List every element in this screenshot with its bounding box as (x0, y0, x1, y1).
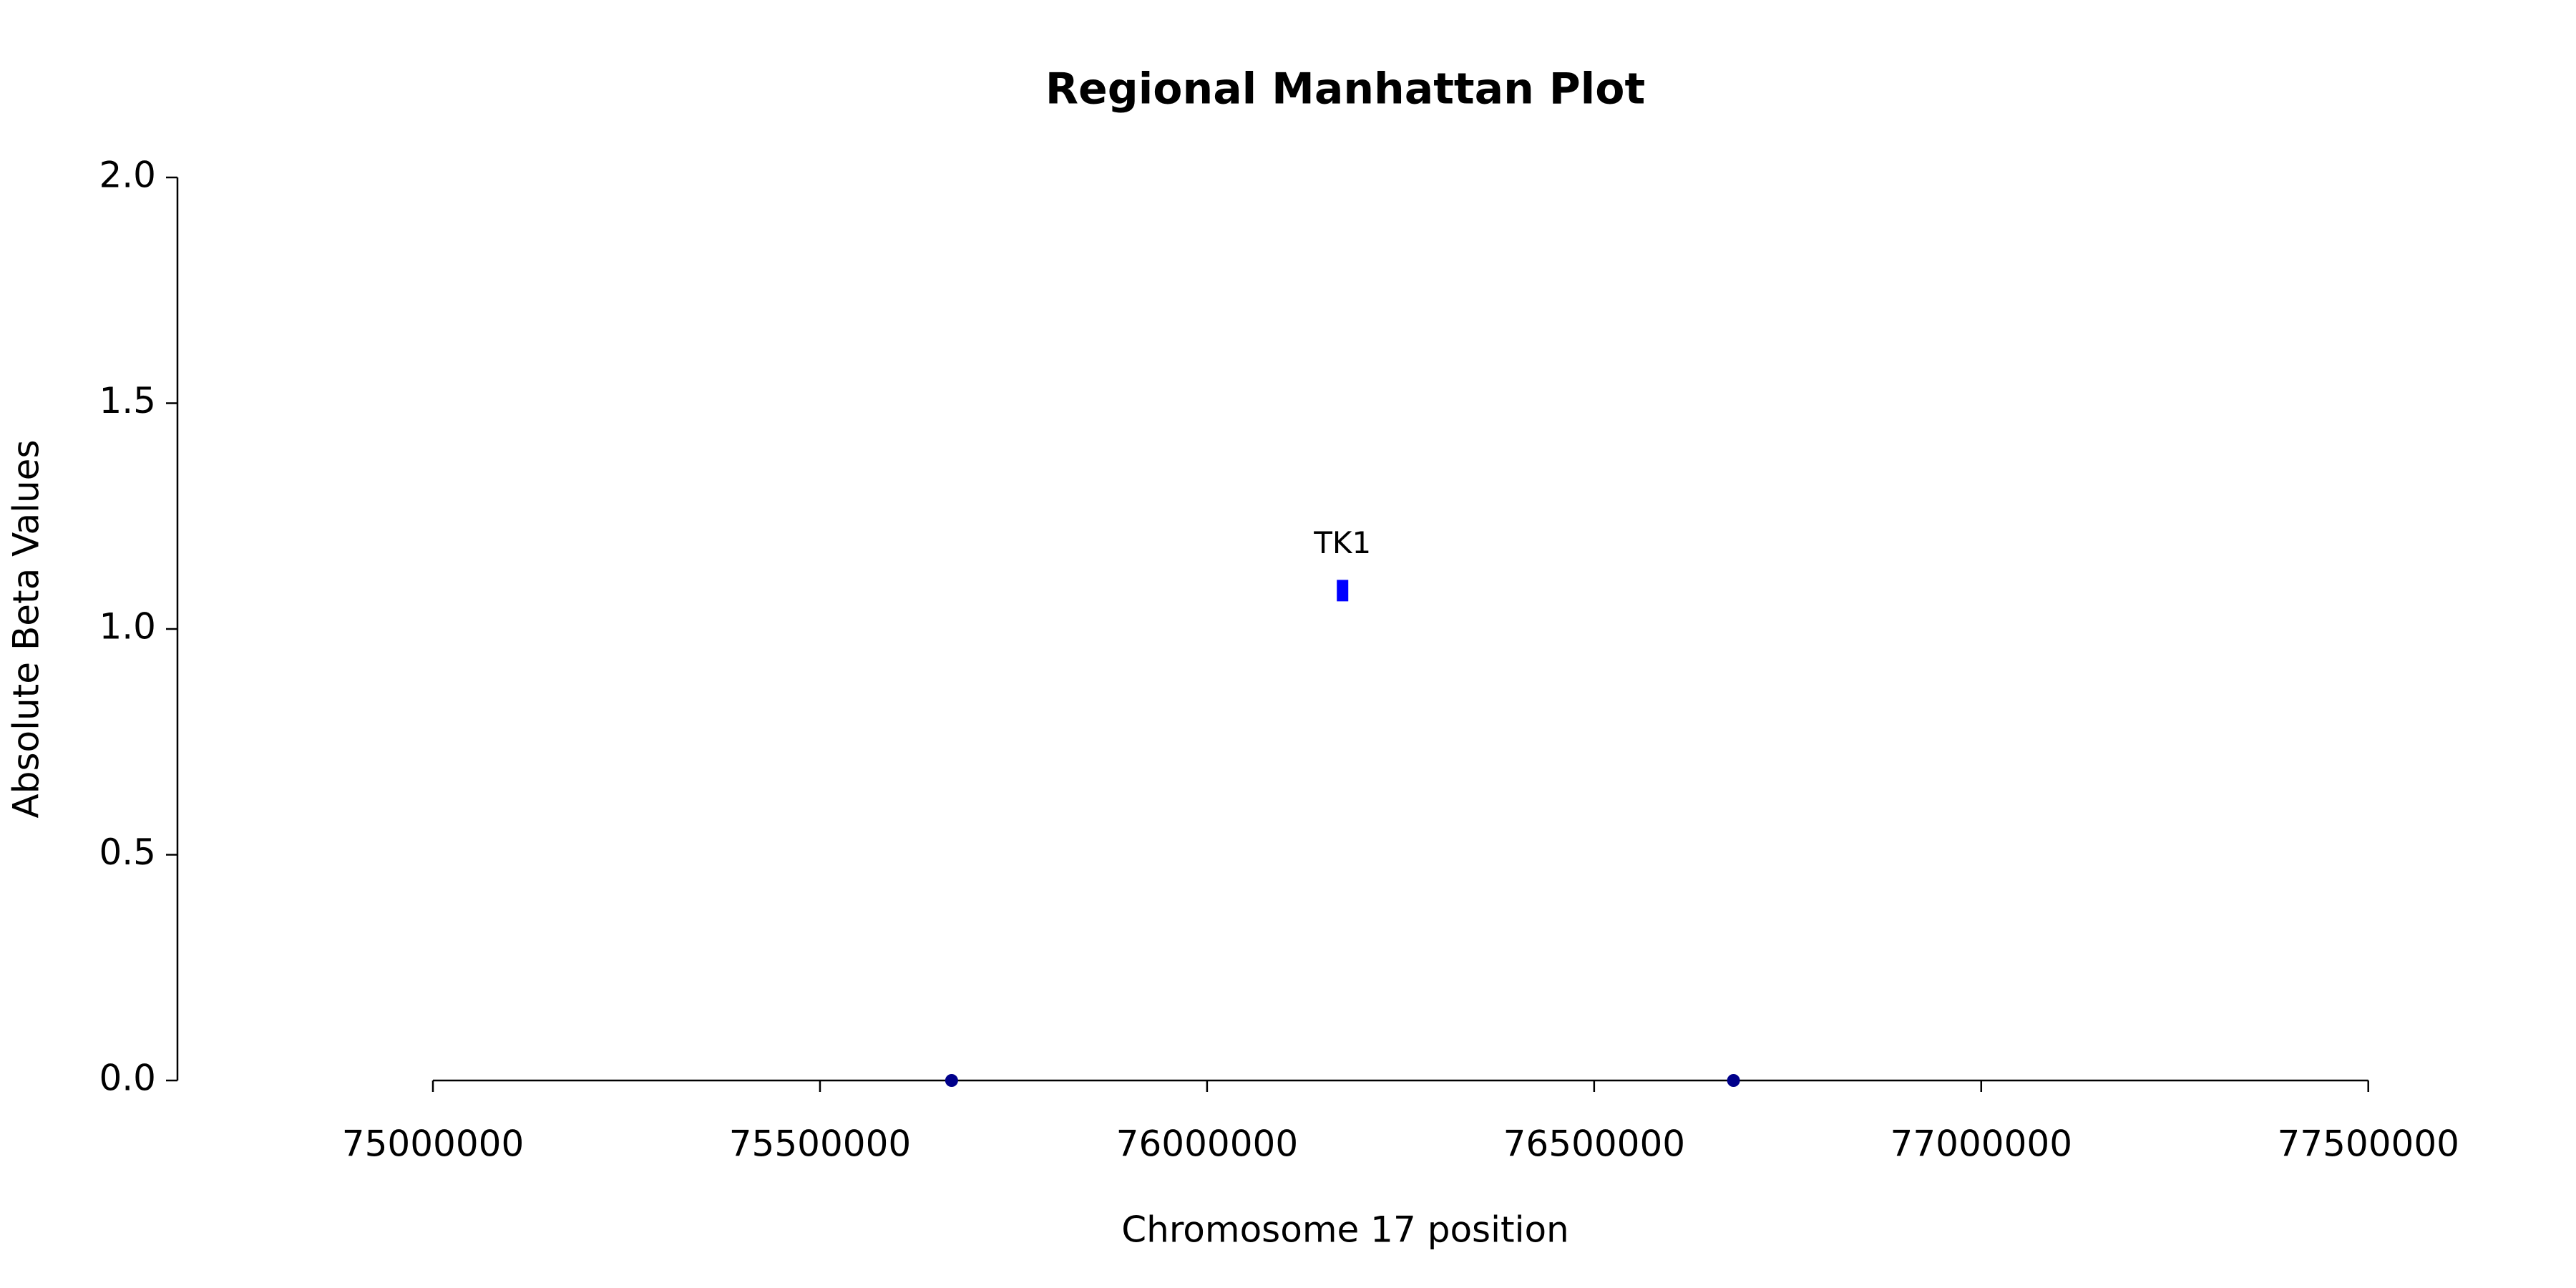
x-tick-label: 76500000 (1503, 1123, 1686, 1165)
point (1727, 1074, 1740, 1087)
x-tick-label: 75500000 (729, 1123, 912, 1165)
y-tick-label: 2.0 (99, 155, 156, 196)
y-axis-title: Absolute Beta Values (6, 440, 47, 819)
y-tick-label: 0.0 (99, 1058, 156, 1099)
x-tick-label: 77500000 (2277, 1123, 2459, 1165)
y-tick-label: 1.5 (99, 380, 156, 421)
x-tick-label: 75000000 (342, 1123, 525, 1165)
chart-title: Regional Manhattan Plot (1045, 64, 1645, 114)
x-tick-label: 77000000 (1890, 1123, 2073, 1165)
point (1337, 580, 1349, 602)
y-tick-label: 1.0 (99, 606, 156, 648)
x-axis-title: Chromosome 17 position (1121, 1209, 1569, 1251)
point (945, 1074, 958, 1087)
y-tick-label: 0.5 (99, 831, 156, 873)
x-tick-label: 76000000 (1116, 1123, 1299, 1165)
point-label: TK1 (1313, 525, 1371, 560)
